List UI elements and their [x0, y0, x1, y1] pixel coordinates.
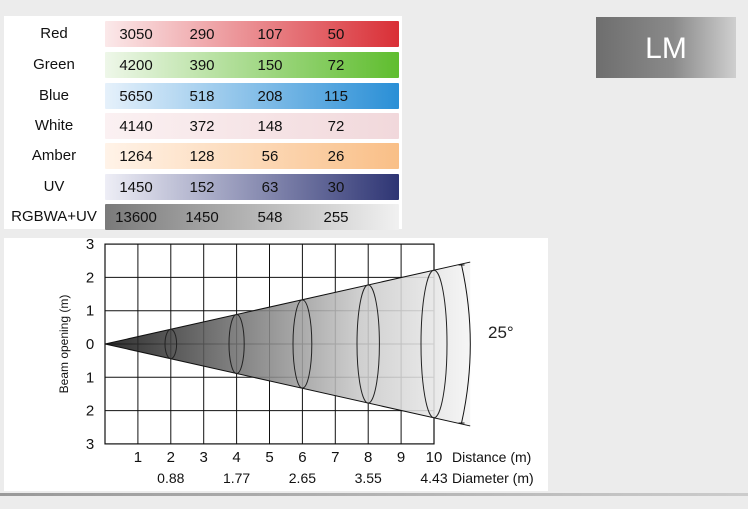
row-value: 1450: [119, 179, 153, 196]
row-value: 1450: [185, 209, 219, 226]
row-label: Red: [40, 25, 68, 42]
table-row-uv: UV 1450 152 63 30: [4, 172, 402, 200]
row-value: 26: [327, 148, 345, 165]
diameter-value: 4.43: [420, 470, 447, 486]
angle-arc: [461, 264, 471, 424]
row-value: 1264: [119, 148, 153, 165]
row-color-bar: [105, 83, 399, 109]
diameter-value: 2.65: [289, 470, 316, 486]
table-row-blue: Blue 5650 518 208 115: [4, 81, 402, 109]
diameter-value: 0.88: [157, 470, 184, 486]
row-color-bar: [105, 204, 399, 230]
row-value: 72: [327, 118, 345, 135]
row-value: 518: [189, 88, 215, 105]
table-row-amber: Amber 1264 128 56 26: [4, 141, 402, 169]
row-value: 50: [327, 26, 345, 43]
distance-tick-label: 4: [232, 449, 240, 466]
y-tick-label: 3: [86, 436, 94, 453]
row-value: 390: [189, 57, 215, 74]
row-label: Blue: [38, 87, 70, 104]
row-value: 548: [257, 209, 283, 226]
y-tick-label: 2: [86, 403, 94, 420]
beam-cross-section: [420, 269, 448, 419]
y-tick-label: 3: [86, 238, 94, 253]
row-color-bar: [105, 143, 399, 169]
diameter-axis-label: Diameter (m): [452, 470, 534, 486]
distance-axis-label: Distance (m): [452, 449, 531, 465]
distance-tick-label: 7: [331, 449, 339, 466]
beam-cross-section: [292, 299, 313, 389]
row-color-bar: [105, 21, 399, 47]
distance-tick-label: 10: [426, 449, 443, 466]
row-value: 13600: [115, 209, 157, 226]
lm-badge: LM: [596, 17, 736, 78]
lumen-table: Red 3050 290 107 50 Green 4200 390 150 72 Blue 5650…: [4, 16, 402, 230]
row-value: 56: [261, 148, 279, 165]
distance-tick-label: 2: [167, 449, 175, 466]
row-value: 255: [323, 209, 349, 226]
distance-tick-label: 9: [397, 449, 405, 466]
distance-tick-label: 3: [200, 449, 208, 466]
beam-cross-section: [228, 314, 245, 374]
row-value: 72: [327, 57, 345, 74]
row-value: 4200: [119, 57, 153, 74]
table-row-rgbwa-uv: RGBWA+UV 13600 1450 548 255: [4, 202, 402, 230]
beam-cross-section: [356, 284, 380, 404]
row-label: Amber: [31, 147, 77, 164]
row-label: RGBWA+UV: [11, 208, 97, 225]
panel-shadow: [0, 493, 748, 496]
distance-tick-label: 1: [134, 449, 142, 466]
y-tick-label: 0: [86, 336, 94, 353]
angle-label: 25°: [488, 323, 514, 342]
row-value: 5650: [119, 88, 153, 105]
row-color-bar: [105, 52, 399, 78]
beam-edge-bottom: [104, 343, 471, 427]
lm-badge-text: LM: [645, 32, 687, 65]
y-tick-label: 2: [86, 269, 94, 286]
table-row-red: Red 3050 290 107 50: [4, 19, 402, 47]
distance-tick-label: 6: [298, 449, 306, 466]
beam-cone: [105, 262, 471, 426]
row-value: 152: [189, 179, 215, 196]
row-value: 150: [257, 57, 283, 74]
row-value: 30: [327, 179, 345, 196]
diameter-value: 3.55: [355, 470, 382, 486]
row-color-bar: [105, 113, 399, 139]
row-value: 115: [324, 88, 348, 105]
beam-edge-top: [104, 261, 471, 345]
row-label: White: [34, 117, 74, 134]
distance-tick-label: 8: [364, 449, 372, 466]
distance-tick-label: 5: [265, 449, 273, 466]
row-value: 290: [189, 26, 215, 43]
y-axis-label: Beam opening (m): [57, 295, 71, 394]
row-color-bar: [105, 174, 399, 200]
table-row-white: White 4140 372 148 72: [4, 111, 402, 139]
diameter-value: 1.77: [223, 470, 250, 486]
row-label: Green: [33, 56, 75, 73]
row-value: 107: [257, 26, 283, 43]
y-tick-label: 1: [86, 369, 94, 386]
row-value: 4140: [119, 118, 153, 135]
row-value: 128: [189, 148, 215, 165]
y-tick-label: 1: [86, 303, 94, 320]
row-label: UV: [43, 178, 65, 195]
row-value: 63: [261, 179, 279, 196]
row-value: 372: [189, 118, 215, 135]
beam-diagram-panel: 25° 3 2 1 0 1 2 3 Beam opening (m) 1 2 3 4 5 6 7 8 9 10 Dis…: [4, 236, 548, 491]
table-row-green: Green 4200 390 150 72: [4, 50, 402, 78]
row-value: 208: [257, 88, 283, 105]
beam-cross-section: [164, 328, 178, 360]
row-value: 3050: [119, 26, 153, 43]
row-value: 148: [257, 118, 283, 135]
